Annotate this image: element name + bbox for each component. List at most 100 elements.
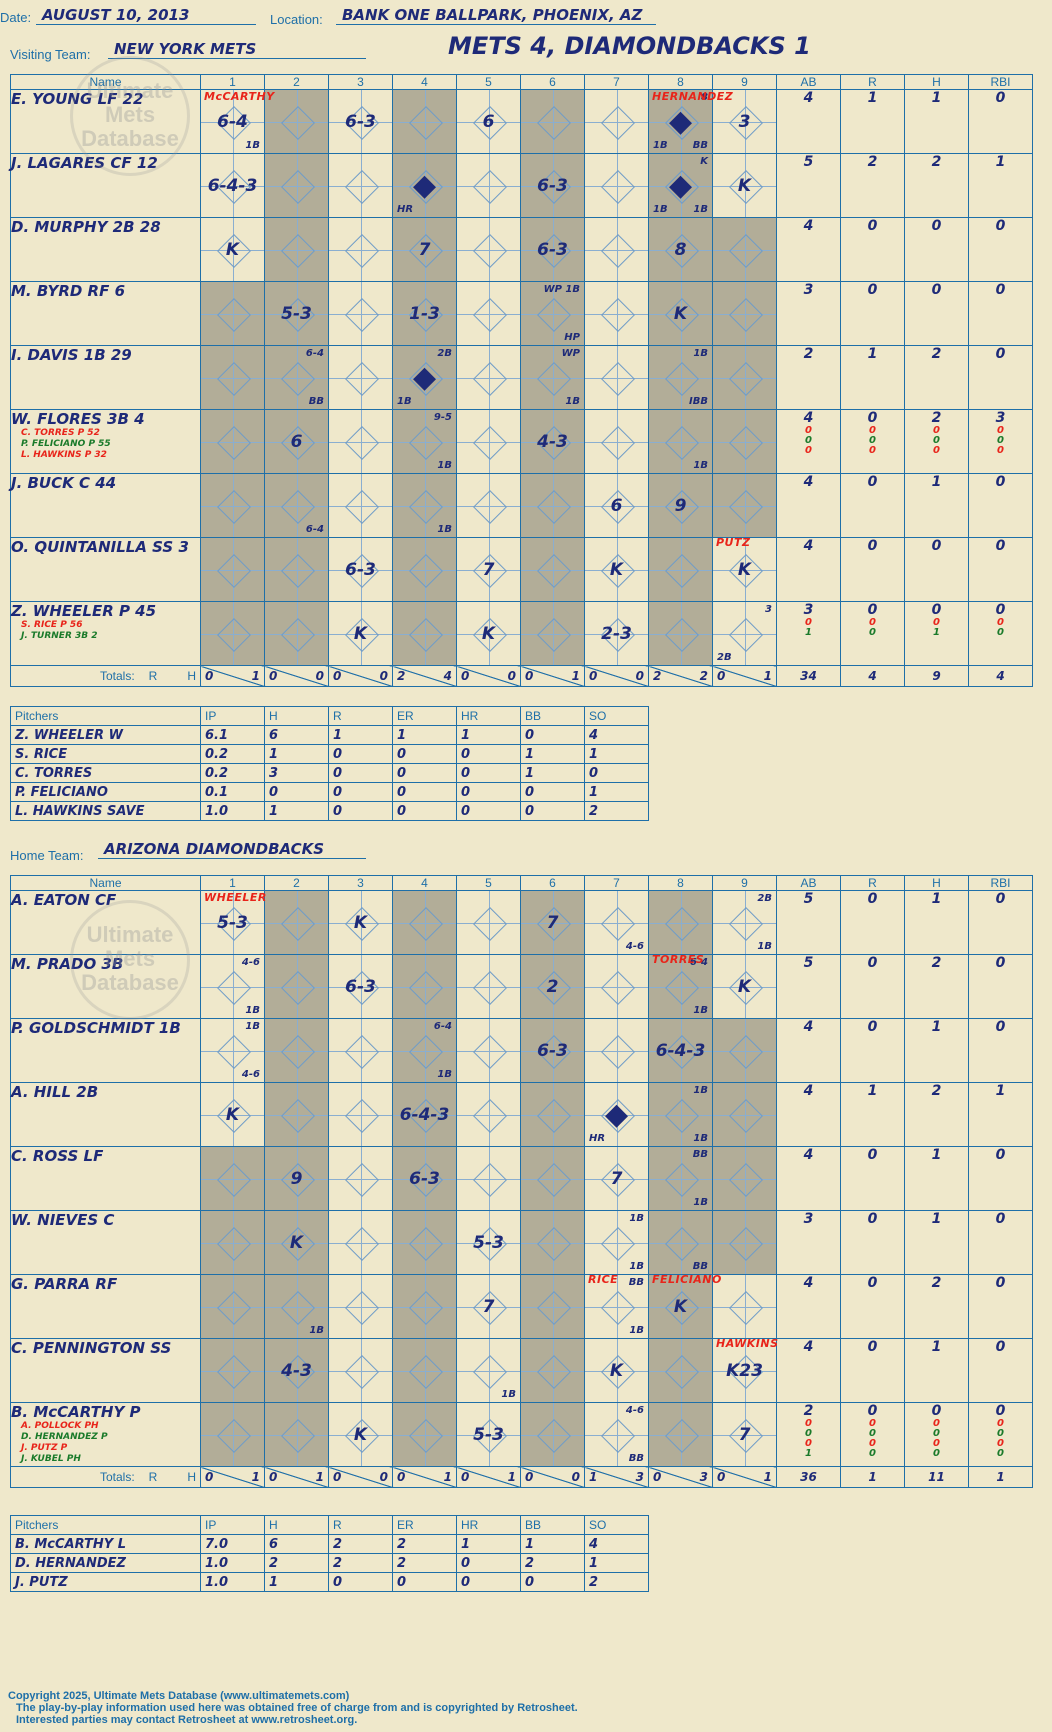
base-diamond <box>664 970 699 1005</box>
grid-line <box>201 121 264 123</box>
grid-line <box>713 633 776 635</box>
inning-hits: 0 <box>379 669 388 683</box>
stat-r: 0 <box>840 1146 905 1211</box>
sub-stat: 1 <box>805 1448 812 1459</box>
pitcher-row: L. HAWKINS SAVE 1.0 1 0 0 0 0 2 <box>10 801 649 821</box>
stat-header-ab: AB <box>776 74 841 90</box>
batter-row: J. BUCK C 44 6-4 1B 6 9 4 0 1 0 <box>10 473 1033 538</box>
play-note: 6-4 <box>689 957 708 968</box>
pitching-stat: 0 <box>392 744 457 764</box>
base-diamond <box>344 425 379 460</box>
play-note: 3 <box>765 604 772 615</box>
play-cell <box>456 954 521 1019</box>
totals-row: Totals: R H 0 1 0 1 0 0 0 1 0 1 0 0 1 3 0 3 0 1 36 1 11 1 <box>10 1466 1033 1488</box>
play-cell: 1B 4-6 <box>200 1018 265 1083</box>
play-cell <box>584 954 649 1019</box>
play-result: 4-3 <box>537 431 568 452</box>
play-note: 4-6 <box>625 941 644 952</box>
base-diamond <box>472 970 507 1005</box>
base-diamond <box>280 1418 315 1453</box>
batter-row: W. FLORES 3B 4 C. TORRES P 52 P. FELICIANO… <box>10 409 1033 474</box>
substitute-name: S. RICE P 56 <box>21 620 83 630</box>
stat-ab-value: 4 <box>803 218 814 234</box>
play-cell <box>584 345 649 410</box>
pitching-header: IP <box>200 706 265 726</box>
batter-row: J. LAGARES CF 12 6-4-3 ◆ HR 6-3 ◆ K 1B 1B K 5 2 2 1 <box>10 153 1033 218</box>
pitching-stat: 0 <box>328 744 393 764</box>
inning-hits: 0 <box>315 669 324 683</box>
stat-r-value: 0 <box>867 891 878 907</box>
play-cell <box>328 153 393 218</box>
grid-line <box>521 441 584 443</box>
watermark-line3: Database <box>81 970 179 995</box>
play-note: 1B <box>693 204 708 215</box>
grid-line <box>329 441 392 443</box>
play-cell <box>328 217 393 282</box>
pitcher-row: C. TORRES 0.2 3 0 0 0 1 0 <box>10 763 649 783</box>
pitching-stat: 0 <box>328 782 393 802</box>
stat-ab: 5 <box>776 954 841 1019</box>
grid-line <box>457 986 520 988</box>
substitute-name: J. PUTZ P <box>21 1443 68 1453</box>
stat-rbi-value: 1 <box>995 154 1006 170</box>
batter-cell: C. ROSS LF <box>10 1146 201 1211</box>
play-cell <box>456 281 521 346</box>
stat-rbi: 0 <box>968 473 1033 538</box>
stat-h-value: 1 <box>931 474 942 490</box>
team-total: 4 <box>968 665 1033 687</box>
base-diamond <box>600 1290 635 1325</box>
play-cell: 1B <box>648 409 713 474</box>
sub-stat: 0 <box>997 1418 1004 1429</box>
stat-r-value: 0 <box>867 1275 878 1291</box>
base-diamond <box>216 1034 251 1069</box>
batter-cell: A. HILL 2B <box>10 1082 201 1147</box>
play-note: BB <box>628 1277 644 1288</box>
base-diamond <box>472 1162 507 1197</box>
play-cell <box>456 345 521 410</box>
pitching-stat: 3 <box>264 763 329 783</box>
grid-line <box>585 633 648 635</box>
grid-line <box>713 1242 776 1244</box>
base-diamond <box>344 233 379 268</box>
stat-rbi-value: 0 <box>995 891 1006 907</box>
base-diamond <box>600 169 635 204</box>
grid-line <box>201 1370 264 1372</box>
grid-line <box>585 313 648 315</box>
pitcher-row: P. FELICIANO 0.1 0 0 0 0 0 1 <box>10 782 649 802</box>
stat-header-ab: AB <box>776 875 841 891</box>
grid-line <box>201 441 264 443</box>
play-note: K <box>700 156 708 167</box>
play-cell <box>648 1338 713 1403</box>
grid-line <box>649 249 712 251</box>
pitcher-row: B. McCARTHY L 7.0 6 2 2 1 1 4 <box>10 1534 649 1554</box>
sub-stat: 0 <box>869 627 876 638</box>
batter-name: M. BYRD RF 6 <box>11 282 126 300</box>
play-cell <box>648 890 713 955</box>
grid-line <box>265 249 328 251</box>
play-result: 6-3 <box>345 976 376 997</box>
play-cell <box>520 89 585 154</box>
grid-line <box>393 986 456 988</box>
pitcher-row: D. HERNANDEZ 1.0 2 2 2 0 2 1 <box>10 1553 649 1573</box>
pitching-stat: 1.0 <box>200 1572 265 1592</box>
play-cell <box>520 1146 585 1211</box>
stat-rbi-value: 0 <box>995 1403 1006 1419</box>
inning-runs: 0 <box>333 669 342 683</box>
pitching-stat: 0 <box>392 1572 457 1592</box>
pitching-stat: 1 <box>328 725 393 745</box>
play-cell: 7 <box>456 537 521 602</box>
base-diamond <box>280 553 315 588</box>
stat-r-value: 0 <box>867 1019 878 1035</box>
play-note: 9-5 <box>433 412 452 423</box>
pitching-header: ER <box>392 706 457 726</box>
team-total: 1 <box>840 1466 905 1488</box>
stat-h-value: 2 <box>931 346 942 362</box>
grid-line <box>393 441 456 443</box>
stat-h-value: 1 <box>931 891 942 907</box>
batter-name: O. QUINTANILLA SS 3 <box>11 538 189 556</box>
